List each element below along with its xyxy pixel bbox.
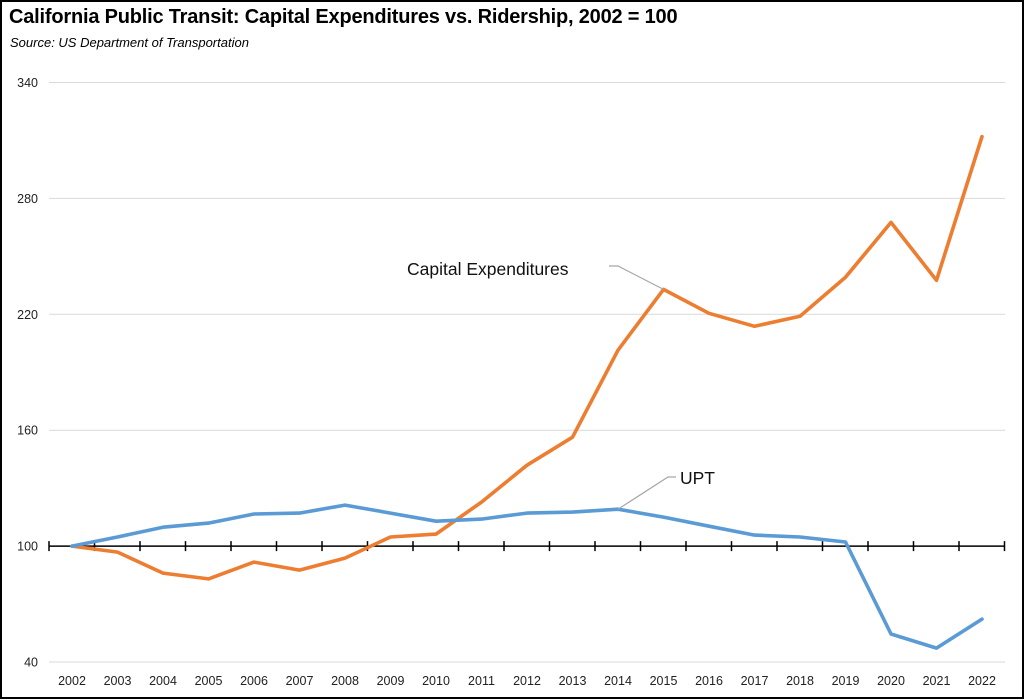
x-tick-label: 2021 <box>923 674 951 688</box>
y-tick-label: 280 <box>17 192 38 206</box>
annotation-leader-line <box>609 265 664 290</box>
x-tick-label: 2017 <box>741 674 769 688</box>
x-tick-label: 2014 <box>604 674 632 688</box>
series-line-upt <box>70 503 984 650</box>
annotation-upt: UPT <box>680 468 715 488</box>
x-tick-label: 2012 <box>513 674 541 688</box>
x-tick-label: 2013 <box>559 674 587 688</box>
y-tick-label: 160 <box>17 424 38 438</box>
y-tick-label: 220 <box>17 308 38 322</box>
y-tick-label: 40 <box>24 656 38 670</box>
annotation-leader-line <box>617 476 676 510</box>
x-tick-label: 2022 <box>968 674 996 688</box>
chart-subtitle: Source: US Department of Transportation <box>10 35 249 50</box>
annotation-capital-expenditures: Capital Expenditures <box>407 259 569 279</box>
y-tick-label: 340 <box>17 76 38 90</box>
x-tick-label: 2011 <box>468 674 495 688</box>
series-line-capital-expenditures <box>70 134 984 581</box>
x-tick-label: 2006 <box>240 674 268 688</box>
x-tick-label: 2002 <box>58 674 86 688</box>
x-tick-label: 2008 <box>331 674 359 688</box>
x-tick-label: 2010 <box>422 674 450 688</box>
chart-title: California Public Transit: Capital Expen… <box>9 6 678 28</box>
x-tick-label: 2018 <box>786 674 814 688</box>
x-tick-label: 2007 <box>286 674 314 688</box>
x-tick-label: 2019 <box>832 674 860 688</box>
x-tick-label: 2015 <box>650 674 678 688</box>
x-tick-label: 2016 <box>695 674 723 688</box>
x-tick-label: 2004 <box>149 674 177 688</box>
x-tick-label: 2009 <box>377 674 405 688</box>
y-tick-label: 100 <box>17 540 38 554</box>
x-tick-label: 2020 <box>877 674 905 688</box>
x-tick-label: 2003 <box>104 674 132 688</box>
x-tick-label: 2005 <box>195 674 223 688</box>
